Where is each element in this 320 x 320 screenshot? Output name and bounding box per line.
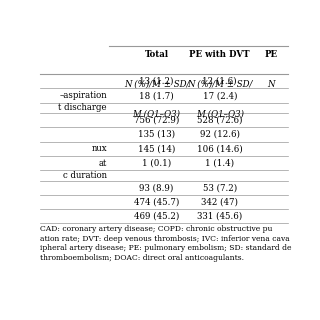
Text: Total: Total <box>145 50 169 59</box>
Text: PE with DVT: PE with DVT <box>189 50 250 59</box>
Text: N (%)/M ± SD/: N (%)/M ± SD/ <box>124 80 189 89</box>
Text: 1 (0.1): 1 (0.1) <box>142 159 171 168</box>
Text: N (%)/M ± SD/: N (%)/M ± SD/ <box>187 80 252 89</box>
Text: ipheral artery disease; PE: pulmonary embolism; SD: standard de: ipheral artery disease; PE: pulmonary em… <box>40 244 292 252</box>
Text: t discharge: t discharge <box>58 103 107 112</box>
Text: PE: PE <box>264 50 277 59</box>
Text: nux: nux <box>91 144 107 153</box>
Text: 53 (7.2): 53 (7.2) <box>203 183 237 192</box>
Text: CAD: coronary artery disease; COPD: chronic obstructive pu: CAD: coronary artery disease; COPD: chro… <box>40 225 272 233</box>
Text: 342 (47): 342 (47) <box>201 197 238 206</box>
Text: 145 (14): 145 (14) <box>138 144 175 153</box>
Text: M (Q1–Q3): M (Q1–Q3) <box>132 110 180 119</box>
Text: 106 (14.6): 106 (14.6) <box>197 144 243 153</box>
Text: M (Q1–Q3): M (Q1–Q3) <box>196 110 244 119</box>
Text: N: N <box>267 80 274 89</box>
Text: 331 (45.6): 331 (45.6) <box>197 212 243 221</box>
Text: c duration: c duration <box>63 171 107 180</box>
Text: 756 (72.9): 756 (72.9) <box>134 116 179 125</box>
Text: 18 (1.7): 18 (1.7) <box>139 91 174 100</box>
Text: 1 (1.4): 1 (1.4) <box>205 159 234 168</box>
Text: 528 (72.6): 528 (72.6) <box>197 116 243 125</box>
Text: thromboembolism; DOAC: direct oral anticoagulants.: thromboembolism; DOAC: direct oral antic… <box>40 253 244 261</box>
Text: 13 (1.2): 13 (1.2) <box>139 77 174 86</box>
Text: 92 (12.6): 92 (12.6) <box>200 130 240 139</box>
Text: at: at <box>99 159 107 168</box>
Text: 93 (8.9): 93 (8.9) <box>140 183 174 192</box>
Text: 135 (13): 135 (13) <box>138 130 175 139</box>
Text: 469 (45.2): 469 (45.2) <box>134 212 179 221</box>
Text: 17 (2.4): 17 (2.4) <box>203 91 237 100</box>
Text: –aspiration: –aspiration <box>59 91 107 100</box>
Text: ation rate; DVT: deep venous thrombosis; IVC: inferior vena cava: ation rate; DVT: deep venous thrombosis;… <box>40 235 290 243</box>
Text: 12 (1.6): 12 (1.6) <box>203 77 237 86</box>
Text: 474 (45.7): 474 (45.7) <box>134 197 179 206</box>
